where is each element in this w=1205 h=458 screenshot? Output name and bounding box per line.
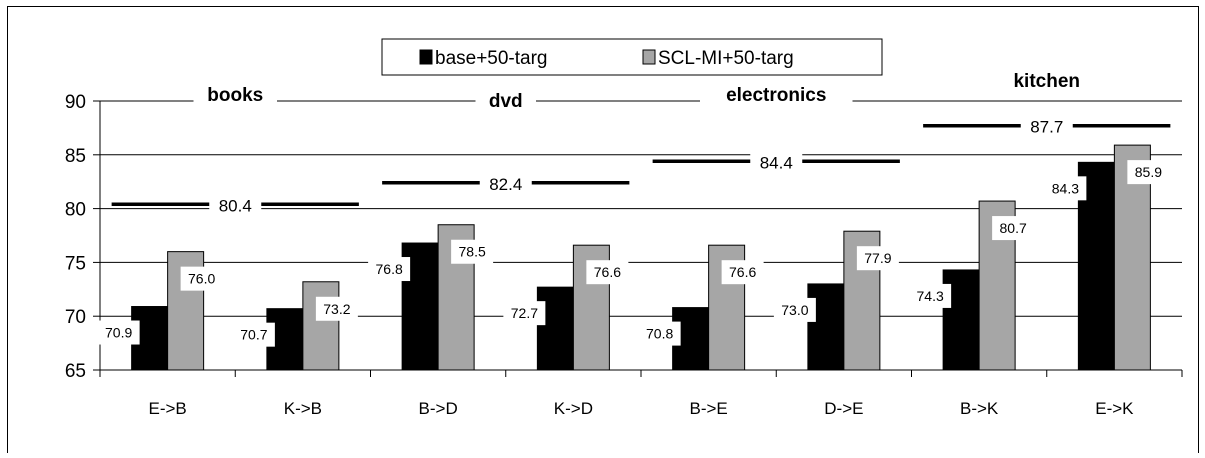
data-label: 77.9 <box>864 250 891 266</box>
y-tick-label: 90 <box>65 92 86 113</box>
data-label-bg <box>315 296 358 321</box>
y-tick-label: 80 <box>65 200 86 221</box>
data-label: 85.9 <box>1135 164 1162 180</box>
data-label-bg <box>721 260 764 285</box>
data-label: 84.3 <box>1052 180 1079 196</box>
group-label: kitchen <box>1013 71 1080 92</box>
reference-label: 84.4 <box>760 153 793 172</box>
data-label-bg <box>773 297 816 322</box>
x-tick-label: E->K <box>1095 399 1134 418</box>
data-label-bg <box>1044 176 1087 201</box>
reference-label-bg <box>1020 113 1073 138</box>
x-tick-label: K->B <box>284 399 322 418</box>
group-label-bg <box>193 84 277 108</box>
bar <box>302 281 340 371</box>
group-label: electronics <box>726 85 826 106</box>
y-tick-label: 75 <box>65 253 86 274</box>
x-tick-label: K->D <box>554 399 593 418</box>
data-label: 76.0 <box>188 271 215 287</box>
data-label: 74.3 <box>917 288 944 304</box>
x-tick-label: B->E <box>689 399 727 418</box>
data-label: 78.5 <box>459 244 486 260</box>
y-tick-label: 85 <box>65 146 86 167</box>
x-tick-label: B->D <box>419 399 458 418</box>
legend-swatch <box>419 49 433 65</box>
y-tick-label: 70 <box>65 307 86 328</box>
data-label: 72.7 <box>511 305 538 321</box>
reference-label-bg <box>750 149 803 174</box>
data-label-bg <box>503 301 546 326</box>
group-label-bg <box>993 70 1100 94</box>
data-label-bg <box>451 239 494 264</box>
data-label-bg <box>97 320 140 345</box>
data-label: 73.0 <box>781 302 808 318</box>
reference-label: 80.4 <box>219 196 252 215</box>
group-label-bg <box>700 84 853 108</box>
reference-label-bg <box>209 192 262 217</box>
group-label-bg <box>475 90 536 114</box>
chart-frame <box>7 6 1199 453</box>
reference-label: 82.4 <box>489 175 522 194</box>
y-tick-label: 65 <box>65 361 86 382</box>
data-label-bg <box>992 216 1035 241</box>
group-label: books <box>207 85 263 106</box>
bar <box>807 283 845 371</box>
data-label-bg <box>180 266 223 291</box>
reference-label-bg <box>479 170 532 195</box>
data-label: 70.9 <box>105 325 132 341</box>
data-label: 76.6 <box>729 264 756 280</box>
data-label: 76.6 <box>594 264 621 280</box>
data-label-bg <box>856 246 899 271</box>
x-tick-label: E->B <box>148 399 186 418</box>
legend-label: base+50-targ <box>435 48 548 69</box>
data-label: 73.2 <box>323 301 350 317</box>
legend-box <box>381 38 883 76</box>
bar <box>536 286 574 371</box>
x-tick-label: B->K <box>960 399 999 418</box>
data-label-bg <box>638 321 681 346</box>
data-label-bg <box>909 283 952 308</box>
data-label-bg <box>232 322 275 347</box>
data-label: 80.7 <box>1000 220 1027 236</box>
reference-label: 87.7 <box>1030 118 1063 137</box>
group-label: dvd <box>489 91 523 112</box>
legend-swatch <box>642 49 656 65</box>
legend-label: SCL-MI+50-targ <box>658 48 794 69</box>
x-tick-label: D->E <box>824 399 863 418</box>
data-label: 76.8 <box>376 261 403 277</box>
data-label-bg <box>586 260 629 285</box>
data-label: 70.7 <box>240 327 267 343</box>
data-label: 70.8 <box>646 326 673 342</box>
data-label-bg <box>1127 160 1170 185</box>
data-label-bg <box>368 257 411 282</box>
